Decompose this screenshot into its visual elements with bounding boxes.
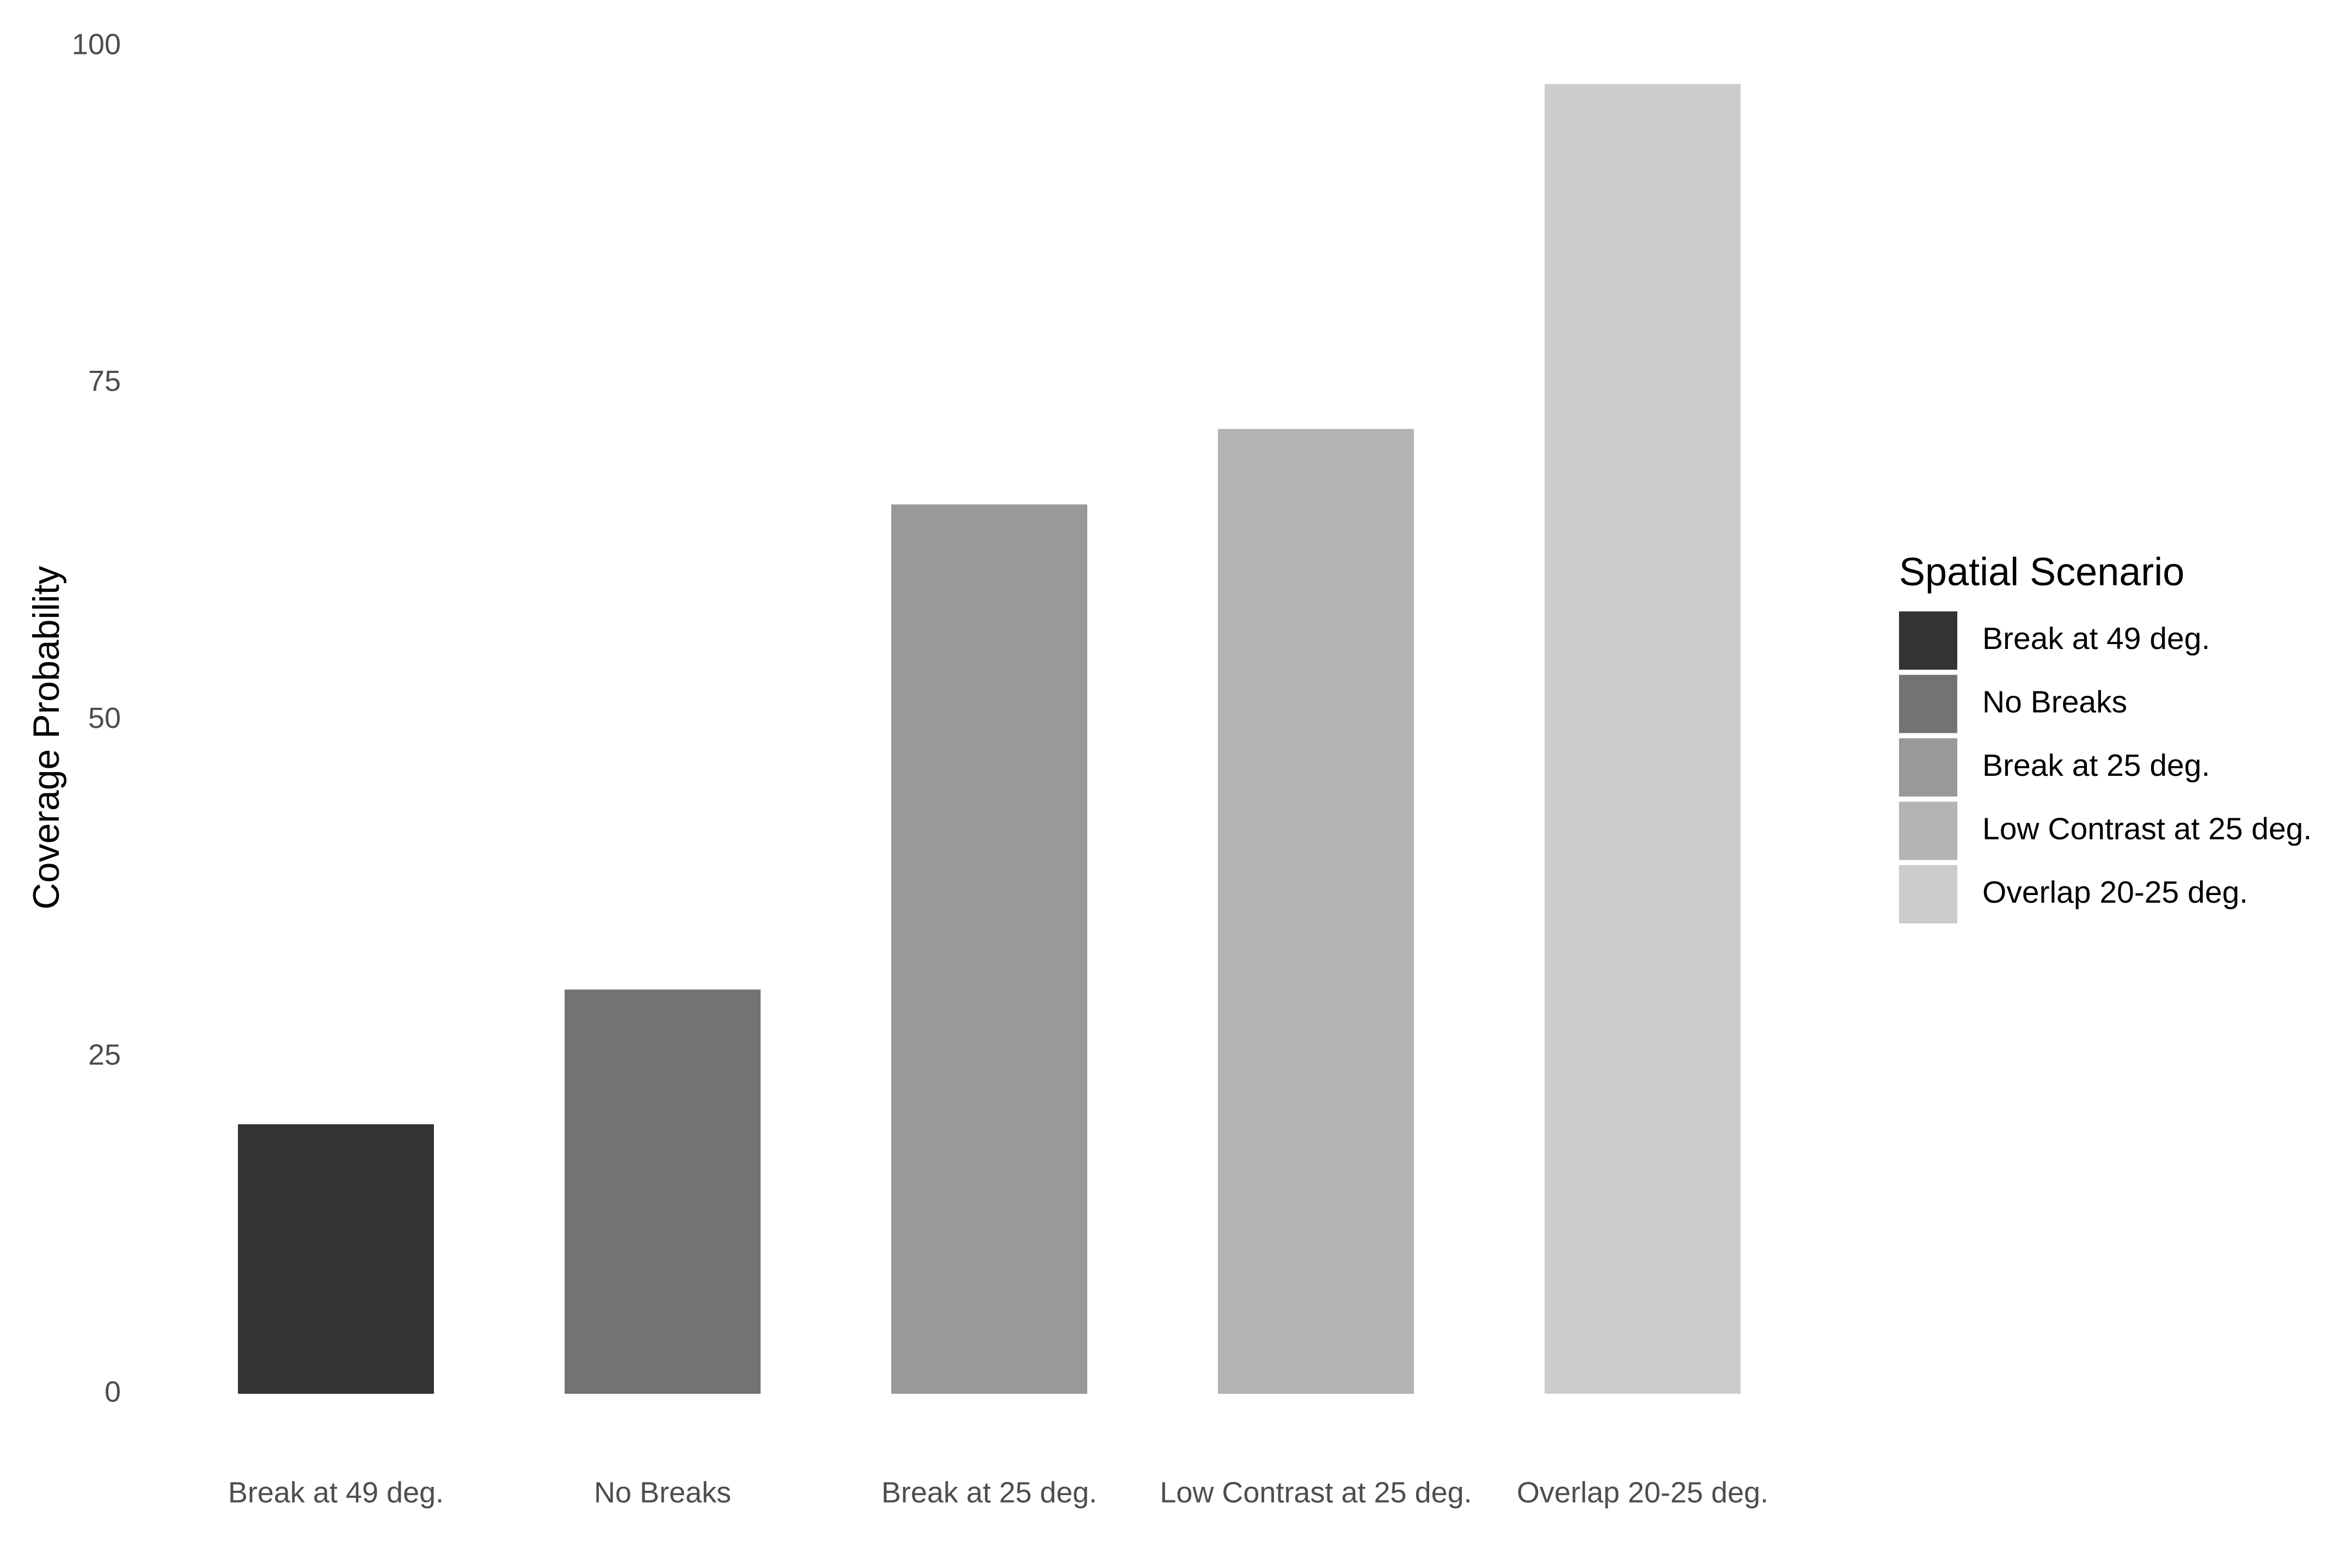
legend-label: No Breaks [1982,685,2127,720]
legend-label: Break at 49 deg. [1982,621,2210,656]
legend-swatch [1899,801,1957,860]
legend-label: Low Contrast at 25 deg. [1982,812,2312,847]
y-tick-label: 50 [88,702,121,734]
bar [238,1124,434,1394]
y-tick-label: 25 [88,1039,121,1071]
legend-swatch [1899,738,1957,797]
y-tick-label: 75 [88,365,121,397]
legend-swatch [1899,675,1957,733]
legend-swatch [1899,865,1957,923]
legend-items: Break at 49 deg. No Breaks Break at 25 deg… [1899,611,2312,923]
y-axis-ticks: 0 25 50 75 100 [72,28,121,1408]
x-tick-label: No Breaks [594,1476,731,1509]
legend-label: Break at 25 deg. [1982,748,2210,783]
legend-title: Spatial Scenario [1899,550,2184,594]
x-tick-label: Overlap 20-25 deg. [1517,1476,1768,1509]
x-tick-label: Break at 25 deg. [881,1476,1097,1509]
legend: Spatial Scenario Break at 49 deg. No Brea… [1899,550,2312,923]
bars [238,84,1741,1394]
bar [1218,428,1414,1394]
y-axis-title: Coverage Probability [26,566,67,909]
y-tick-label: 100 [72,28,121,60]
x-tick-label: Low Contrast at 25 deg. [1160,1476,1472,1509]
bar [1545,84,1741,1394]
legend-swatch [1899,611,1957,670]
x-axis-ticks: Break at 49 deg. No Breaks Break at 25 deg… [228,1476,1768,1509]
bar [565,989,761,1394]
x-tick-label: Break at 49 deg. [228,1476,444,1509]
y-tick-label: 0 [105,1375,121,1408]
legend-label: Overlap 20-25 deg. [1982,875,2248,910]
bar [891,504,1087,1394]
